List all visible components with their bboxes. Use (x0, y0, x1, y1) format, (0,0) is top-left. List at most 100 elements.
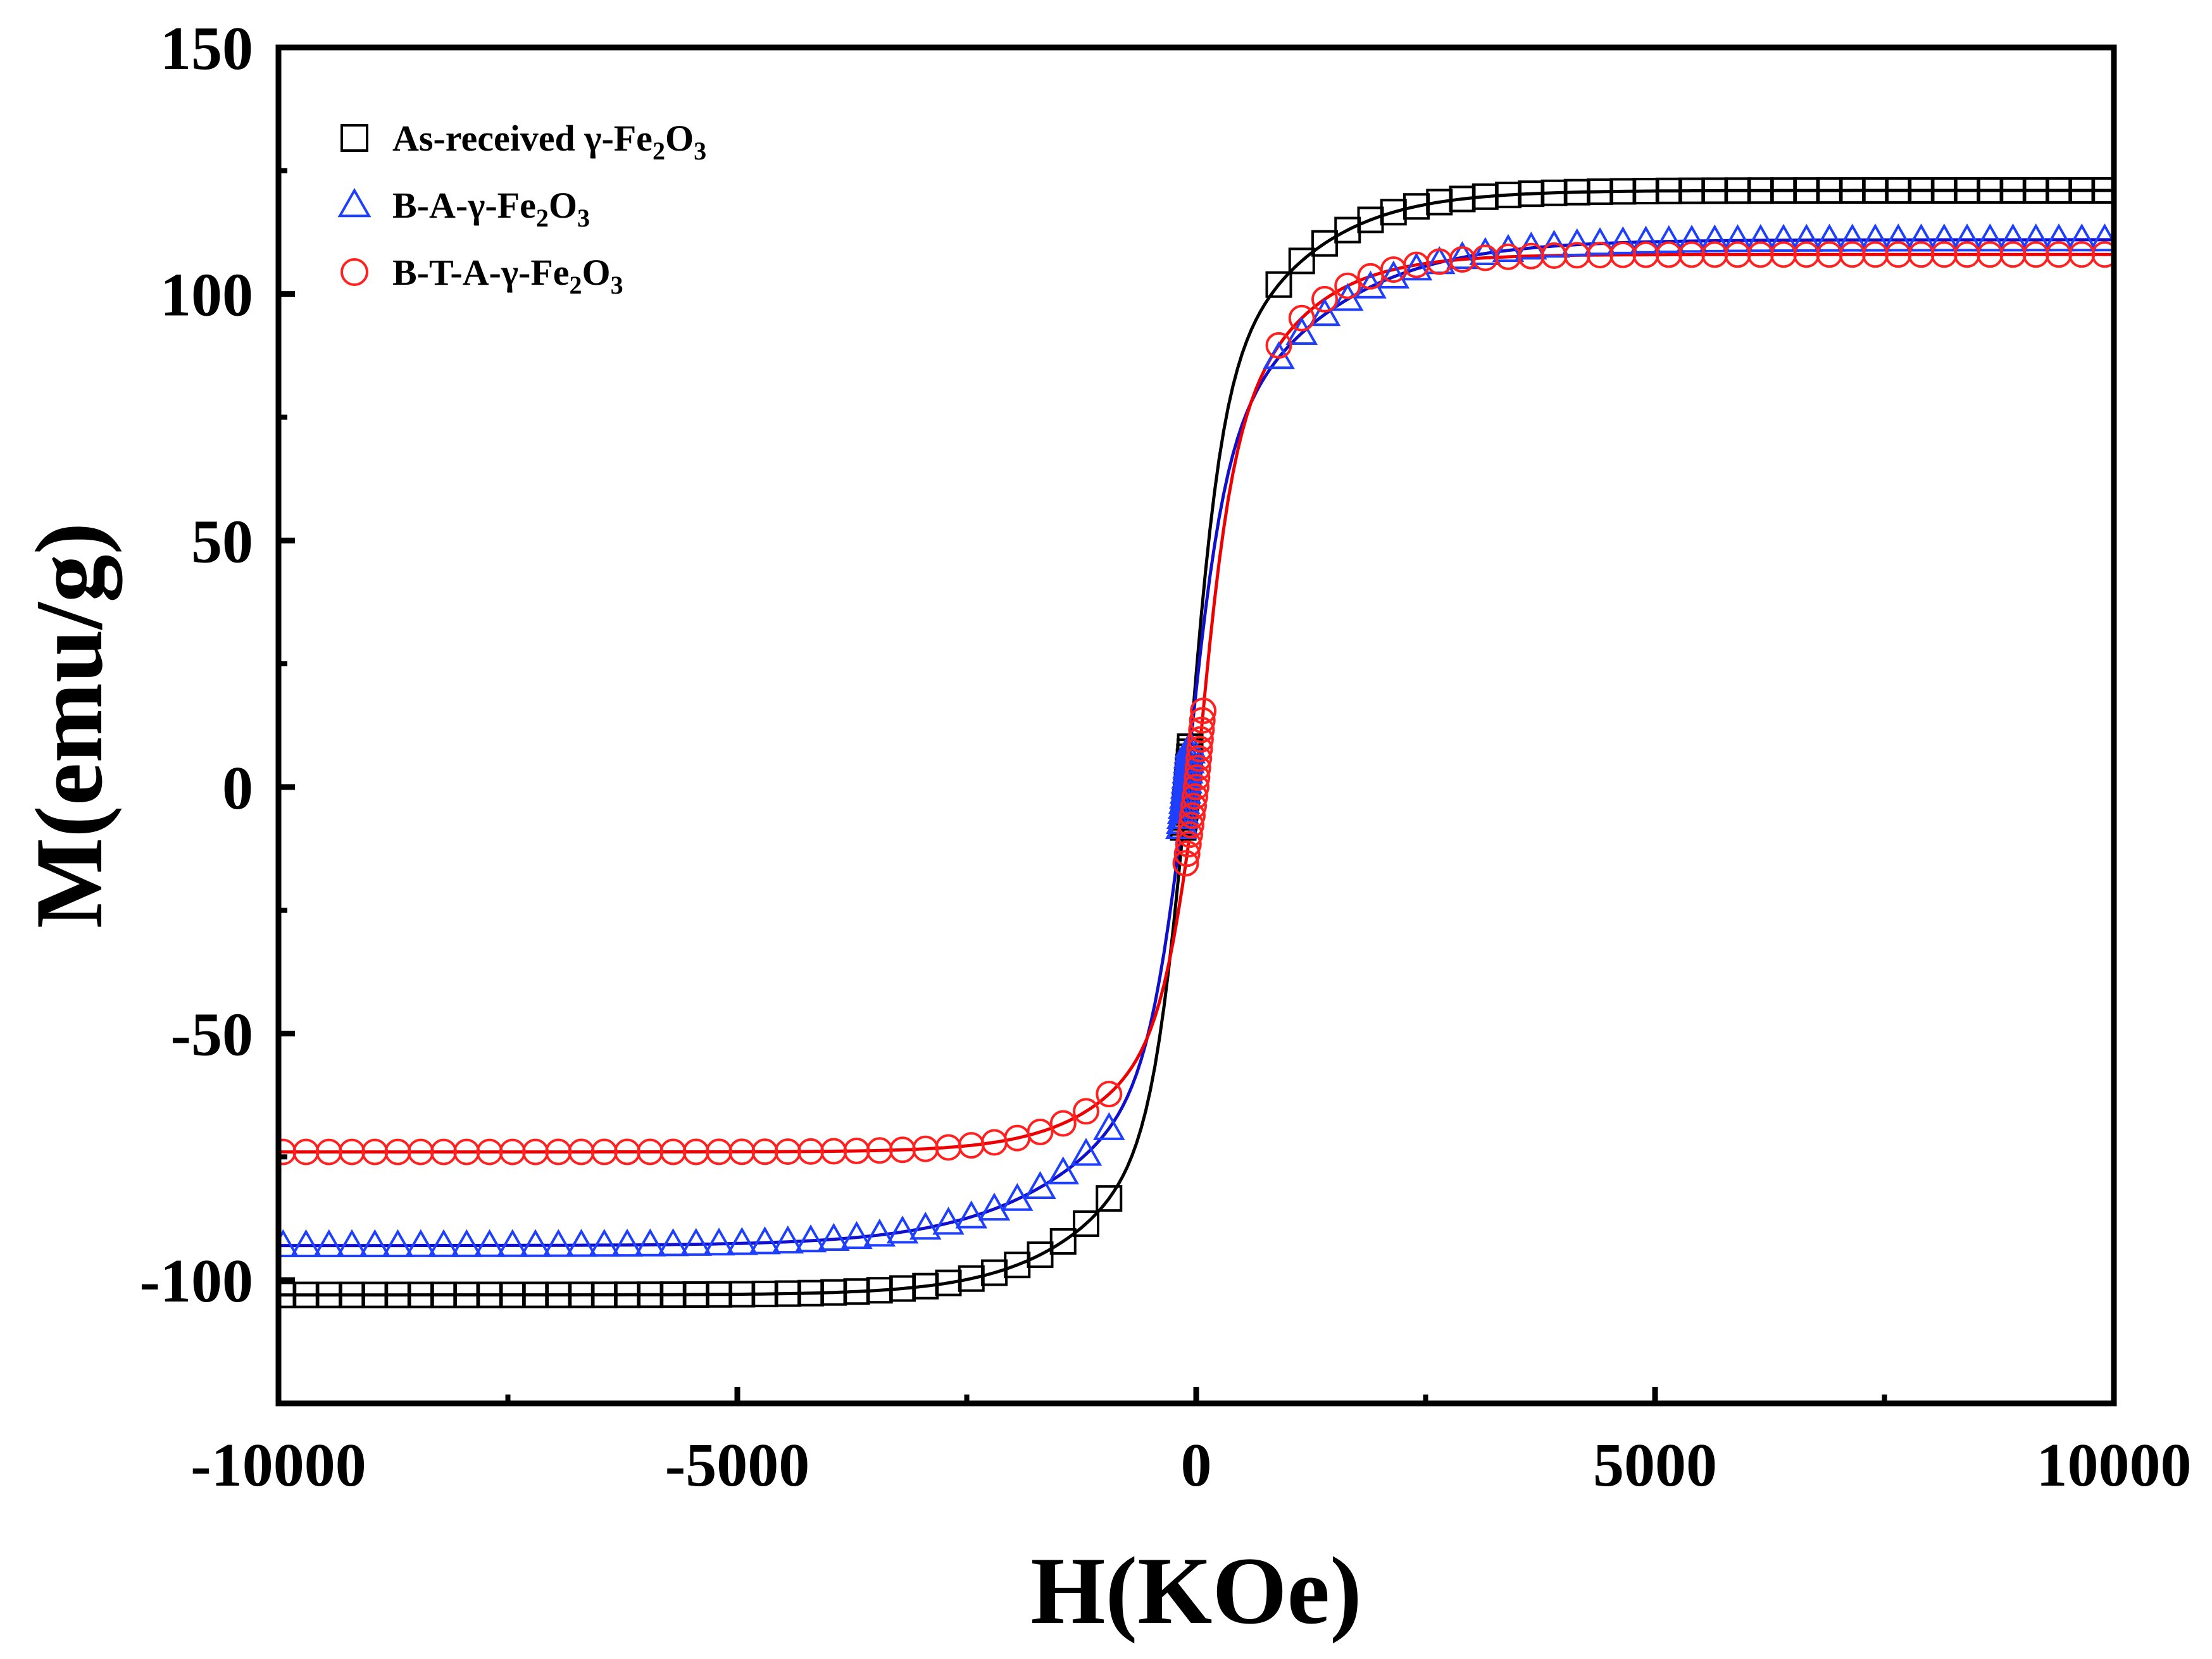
legend-marker-0 (341, 124, 368, 152)
series-2-point-44 (1181, 783, 1208, 810)
series-2-point-57 (1334, 272, 1361, 299)
series-1-point-72 (1675, 225, 1708, 253)
series-line-1 (278, 238, 2114, 1248)
y-tick-label: 50 (191, 507, 253, 576)
series-1-point-56 (1308, 298, 1341, 326)
legend-entry-2: B-T-A-γ-Fe2O3 (341, 252, 623, 299)
series-2-point-56 (1311, 285, 1338, 313)
series-1-point-79 (1836, 223, 1869, 252)
series-0-point-35 (1073, 1210, 1099, 1237)
legend-label-subscript: 2 (536, 204, 549, 232)
legend-label-subscript: 2 (653, 137, 665, 165)
series-1-point-60 (1400, 252, 1433, 281)
series-1-point-11 (519, 1229, 552, 1257)
y-tick-label: 100 (160, 261, 253, 330)
series-2-point-48 (1185, 745, 1213, 772)
series-1-point-55 (1285, 316, 1318, 345)
series-1-point-18 (680, 1227, 713, 1256)
series-1-point-86 (1997, 223, 2029, 252)
series-2-point-37 (1172, 850, 1199, 877)
series-1-point-62 (1446, 240, 1478, 270)
series-1-point-35 (1070, 1138, 1103, 1166)
legend-label-1: B-A-γ-Fe2O3 (392, 185, 590, 232)
legend-label-subscript: 3 (611, 271, 623, 299)
series-1-point-64 (1492, 233, 1525, 263)
legend-label-subscript: 3 (577, 204, 590, 232)
series-1-point-0 (278, 1229, 299, 1257)
series-1-point-8 (450, 1229, 483, 1257)
series-1-point-7 (427, 1229, 460, 1257)
series-1-point-3 (335, 1229, 368, 1257)
series-0-point-56 (1311, 230, 1338, 257)
series-1-point-71 (1653, 225, 1685, 253)
series-2-point-41 (1177, 812, 1204, 839)
legend-label-main: As-received γ-Fe (392, 118, 653, 159)
series-1-point-32 (1001, 1183, 1034, 1211)
legend-label-main: B-T-A-γ-Fe (392, 252, 570, 293)
series-2-point-90 (2091, 241, 2114, 268)
series-1-point-88 (2042, 223, 2075, 252)
series-1-point-19 (703, 1227, 735, 1256)
series-1-point-57 (1331, 283, 1364, 311)
series-1-point-14 (588, 1229, 621, 1257)
series-1-point-74 (1721, 224, 1754, 252)
legend-label-mid: O (549, 185, 577, 226)
series-1-point-21 (749, 1226, 781, 1255)
series-0-point-34 (1049, 1227, 1077, 1255)
series-1-point-80 (1859, 223, 1892, 252)
legend-label-mid: O (665, 118, 694, 159)
x-axis-title: H(KOe) (1030, 1538, 1361, 1644)
series-1-point-77 (1790, 223, 1823, 252)
legend-entry-0: As-received γ-Fe2O3 (341, 118, 706, 165)
series-1-point-87 (2020, 223, 2053, 252)
series-1-point-81 (1882, 223, 1915, 252)
legend: As-received γ-Fe2O3B-A-γ-Fe2O3B-T-A-γ-Fe… (337, 118, 706, 299)
series-2-point-38 (1173, 840, 1201, 867)
legend-label-mid: O (582, 252, 611, 293)
series-1-point-4 (358, 1229, 391, 1257)
series-1-point-34 (1047, 1156, 1080, 1184)
series-1-point-6 (404, 1229, 437, 1257)
series-2-point-49 (1186, 735, 1213, 762)
x-tick-label: 5000 (1593, 1431, 1717, 1500)
series-1-point-68 (1584, 227, 1616, 256)
series-1-point-24 (817, 1222, 850, 1251)
legend-marker-2 (341, 258, 368, 286)
series-2-point-53 (1190, 697, 1217, 724)
series-1-point-76 (1767, 223, 1800, 252)
series-1-point-82 (1905, 223, 1937, 252)
legend-label-main: B-A-γ-Fe (392, 185, 536, 226)
series-0-point-90 (2091, 177, 2114, 204)
series-1-point-10 (496, 1229, 529, 1257)
y-tick-label: 0 (222, 754, 253, 823)
series-1-point-78 (1813, 223, 1846, 252)
series-0-point-54 (1265, 271, 1292, 298)
plot-layer (278, 177, 2114, 1308)
legend-marker-1 (337, 187, 372, 218)
legend-label-subscript: 3 (694, 137, 706, 165)
series-2-point-45 (1183, 773, 1209, 800)
series-1-point-20 (725, 1227, 758, 1255)
series-2-point-54 (1265, 332, 1292, 359)
legend-label-2: B-T-A-γ-Fe2O3 (392, 252, 623, 299)
series-1-point-73 (1698, 224, 1731, 252)
series-2-point-50 (1187, 726, 1214, 753)
series-1-point-1 (290, 1229, 322, 1257)
series-2-point-51 (1188, 716, 1215, 743)
series-2-point-52 (1189, 707, 1216, 734)
x-tick-label: -10000 (191, 1431, 366, 1500)
label-layer: -10000 -5000 0 5000 10000 -100 -50 0 50 100 150 H(K… (16, 15, 2192, 1644)
series-1-point-69 (1606, 226, 1639, 254)
series-1-point-17 (657, 1228, 689, 1257)
series-1-point-25 (840, 1221, 873, 1250)
y-tick-label: 150 (160, 15, 253, 83)
series-1-point-83 (1928, 223, 1961, 252)
series-1-point-89 (2065, 223, 2098, 252)
series-2-point-33 (1027, 1119, 1054, 1146)
series-1-point-84 (1951, 223, 1984, 252)
y-axis-title: M(emu/g) (16, 523, 123, 929)
series-1-point-15 (611, 1228, 644, 1257)
series-1-point-33 (1024, 1171, 1056, 1199)
series-2-point-40 (1176, 821, 1203, 848)
